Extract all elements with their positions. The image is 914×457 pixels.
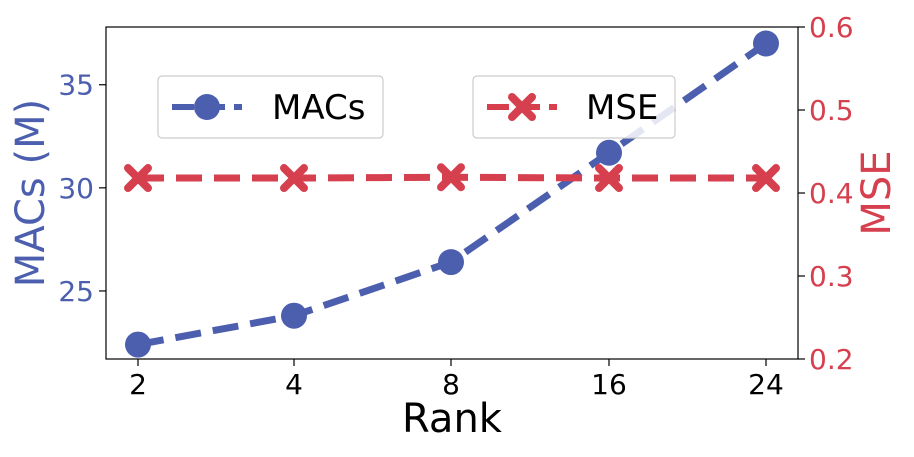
legend-mse-marker [508,93,536,121]
mse-point [752,164,780,193]
mse-point [437,163,465,192]
x-tick-label: 8 [442,368,460,401]
legend-macs-marker [194,94,220,120]
x-axis: 2 4 8 16 24 [129,359,784,401]
x-axis-title: Rank [402,396,503,442]
x-tick-label: 16 [591,368,627,401]
legend-macs-box [157,75,384,139]
left-y-axis: 25 30 35 [58,69,106,308]
legend-macs-label: MACs [272,88,365,128]
right-y-tick-label: 0.6 [809,11,854,44]
macs-point [753,30,779,57]
legend-mse-box [472,75,676,139]
mse-point [124,164,152,193]
left-y-tick-label: 25 [58,275,94,308]
macs-point [281,302,307,329]
legend-mse-label: MSE [586,88,658,128]
legend-macs: MACs [157,75,384,139]
right-y-axis-title: MSE [854,150,900,235]
left-y-axis-title: MACs (M) [8,99,54,287]
right-y-tick-label: 0.2 [809,343,854,376]
right-y-tick-label: 0.4 [809,177,854,210]
macs-point [596,139,622,166]
x-tick-label: 2 [129,368,147,401]
x-tick-label: 4 [285,368,303,401]
legend-mse: MSE [472,75,676,139]
left-y-tick-label: 35 [58,69,94,102]
right-y-axis: 0.2 0.3 0.4 0.5 0.6 [798,11,854,376]
right-y-tick-label: 0.5 [809,94,854,127]
right-y-tick-label: 0.3 [809,260,854,293]
macs-point [438,249,464,276]
left-y-tick-label: 30 [58,172,94,205]
mse-point [280,164,308,193]
x-tick-label: 24 [748,368,784,401]
mse-point [595,164,623,193]
macs-point [125,331,151,358]
